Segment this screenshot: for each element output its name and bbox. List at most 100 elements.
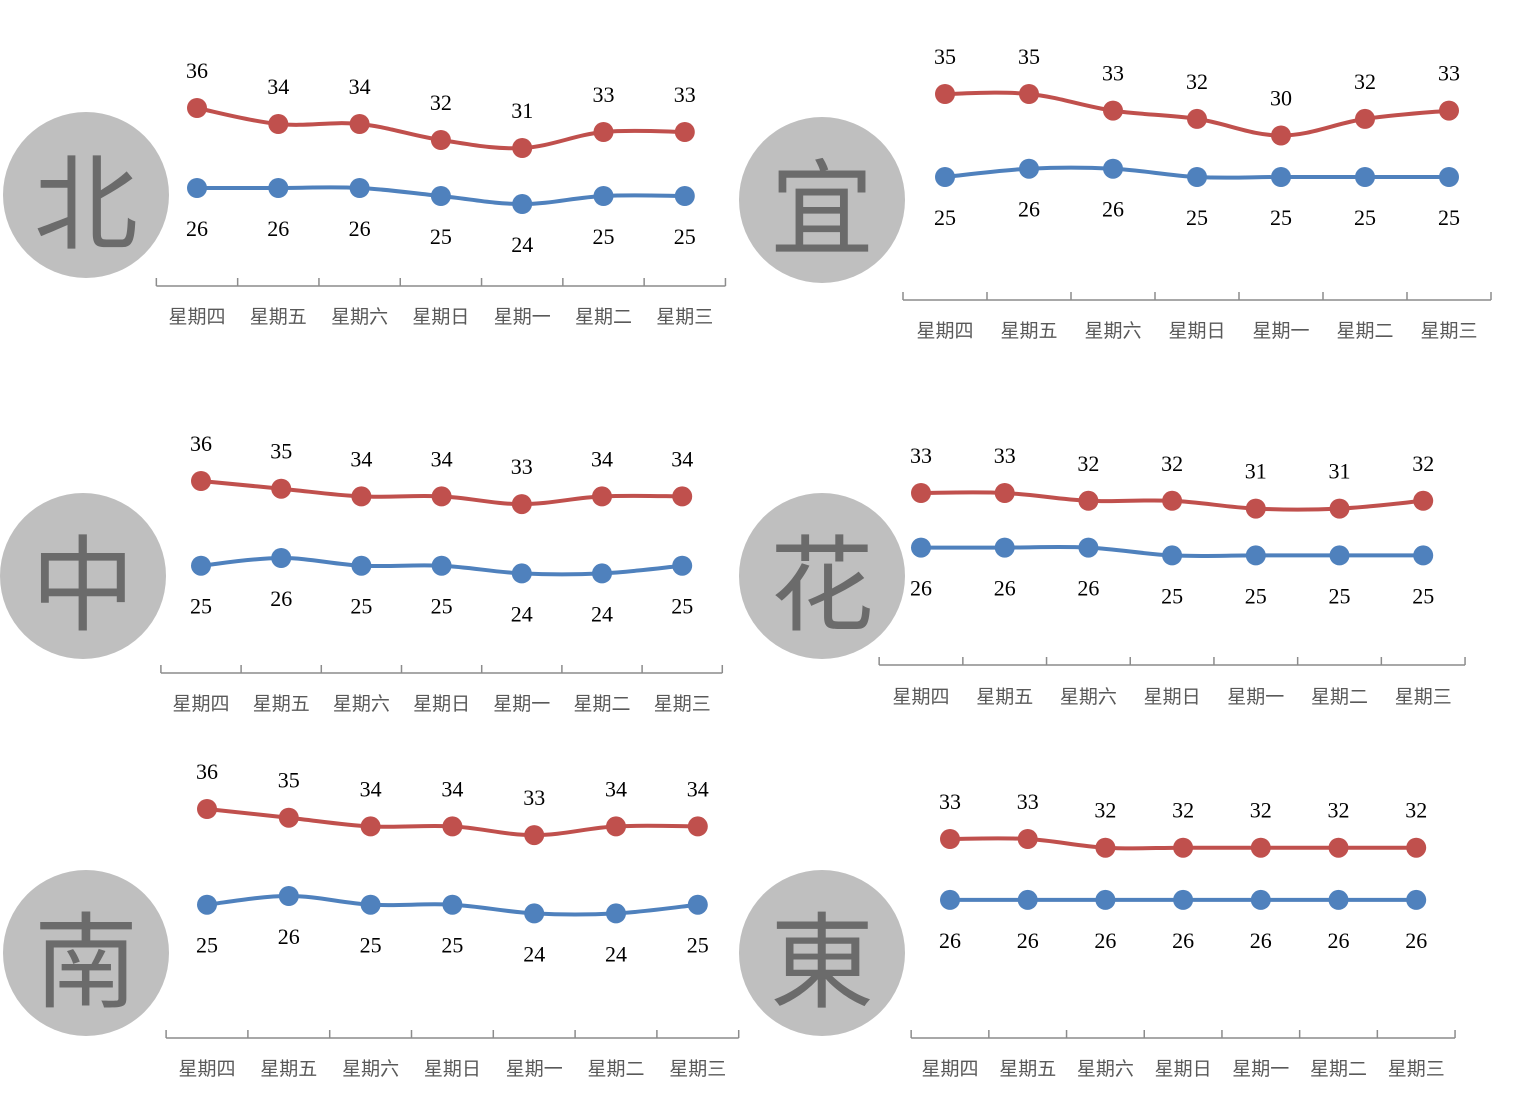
x-tick-label: 星期一 [494, 306, 551, 328]
high-temp-point [430, 130, 451, 150]
low-temp-point [430, 186, 451, 206]
high-temp-point [1095, 837, 1116, 858]
low-temp-data-label: 26 [1172, 928, 1194, 953]
high-temp-point [1328, 837, 1349, 858]
low-temp-point [674, 186, 695, 206]
high-temp-data-label: 31 [1245, 459, 1267, 484]
low-temp-data-label: 24 [591, 601, 613, 626]
x-tick-label: 星期日 [413, 693, 470, 715]
low-temp-point [593, 186, 614, 206]
high-temp-data-label: 35 [270, 439, 292, 464]
high-temp-data-label: 34 [360, 776, 382, 801]
high-temp-data-label: 33 [593, 82, 615, 107]
high-temp-point [360, 816, 381, 837]
high-temp-data-label: 34 [431, 446, 453, 471]
region-badge: 宜 [739, 117, 905, 283]
low-temp-point [1328, 889, 1349, 910]
high-temp-data-label: 34 [591, 446, 613, 471]
high-temp-point [268, 114, 289, 134]
low-temp-data-label: 26 [1094, 928, 1116, 953]
high-temp-data-label: 35 [1018, 44, 1040, 69]
high-temp-data-label: 33 [1017, 789, 1039, 814]
high-temp-point [1162, 490, 1183, 511]
low-temp-point [911, 537, 931, 558]
low-temp-point [1406, 889, 1427, 910]
x-tick-label: 星期日 [424, 1058, 481, 1080]
low-temp-data-label: 26 [939, 928, 961, 953]
high-temp-point [1078, 490, 1099, 511]
high-temp-point [191, 471, 211, 491]
high-temp-point [1406, 837, 1427, 858]
high-temp-point [687, 816, 708, 837]
high-temp-point [1173, 837, 1194, 858]
low-temp-data-label: 26 [278, 924, 300, 949]
high-temp-point [606, 816, 626, 837]
low-temp-data-label: 25 [1329, 583, 1351, 608]
low-temp-point [1271, 167, 1291, 187]
high-temp-point [511, 494, 532, 515]
high-temp-data-label: 32 [1412, 451, 1434, 476]
low-temp-data-label: 25 [430, 224, 452, 249]
low-temp-data-label: 26 [267, 216, 289, 241]
high-temp-point [1250, 837, 1271, 858]
high-temp-data-label: 33 [939, 789, 961, 814]
low-temp-point [511, 563, 532, 584]
high-temp-point [911, 483, 931, 503]
low-temp-data-label: 25 [934, 205, 956, 230]
high-temp-point [271, 478, 292, 499]
low-temp-data-label: 24 [605, 941, 627, 966]
x-tick-label: 星期六 [333, 693, 390, 715]
low-temp-point [512, 194, 533, 214]
region-badge: 中 [0, 493, 166, 659]
region-badge: 花 [739, 493, 905, 659]
high-temp-point [672, 486, 693, 507]
low-temp-point [187, 178, 207, 198]
x-tick-label: 星期三 [654, 693, 711, 715]
low-temp-data-label: 26 [1328, 928, 1350, 953]
x-tick-label: 星期三 [1420, 320, 1477, 342]
low-temp-data-label: 26 [270, 586, 292, 611]
low-temp-point [191, 555, 211, 576]
low-temp-point [687, 894, 708, 915]
low-temp-data-label: 25 [196, 933, 218, 958]
x-tick-label: 星期五 [260, 1058, 317, 1080]
low-temp-point [268, 178, 289, 198]
high-temp-point [994, 483, 1015, 503]
low-temp-data-label: 26 [186, 216, 208, 241]
high-temp-point [1019, 84, 1039, 104]
low-temp-data-label: 25 [1270, 205, 1292, 230]
high-temp-data-label: 34 [441, 776, 463, 801]
low-temp-point [360, 894, 381, 915]
high-temp-data-label: 32 [1172, 798, 1194, 823]
high-temp-point [1355, 108, 1375, 129]
high-temp-data-label: 34 [671, 446, 693, 471]
x-tick-label: 星期一 [506, 1058, 563, 1080]
low-temp-data-label: 26 [1250, 928, 1272, 953]
low-temp-data-label: 26 [1405, 928, 1427, 953]
low-temp-data-label: 25 [350, 594, 372, 619]
high-temp-point [1271, 125, 1291, 146]
low-temp-point [1017, 889, 1038, 910]
high-temp-data-label: 32 [1186, 69, 1208, 94]
low-temp-data-label: 25 [190, 594, 212, 619]
low-temp-point [431, 555, 452, 576]
high-temp-data-label: 32 [1405, 798, 1427, 823]
high-temp-data-label: 32 [1328, 798, 1350, 823]
x-tick-label: 星期五 [250, 306, 307, 328]
low-temp-data-label: 25 [671, 594, 693, 619]
low-temp-point [524, 903, 545, 924]
x-tick-label: 星期六 [1084, 320, 1141, 342]
low-temp-data-label: 26 [1017, 928, 1039, 953]
high-temp-point [524, 825, 545, 846]
low-temp-data-label: 25 [674, 224, 696, 249]
x-tick-label: 星期二 [1336, 320, 1393, 342]
high-temp-data-label: 32 [1077, 451, 1099, 476]
high-temp-point [442, 816, 463, 837]
low-temp-data-label: 26 [994, 576, 1016, 601]
low-temp-data-label: 25 [687, 933, 709, 958]
low-temp-point [1095, 889, 1116, 910]
